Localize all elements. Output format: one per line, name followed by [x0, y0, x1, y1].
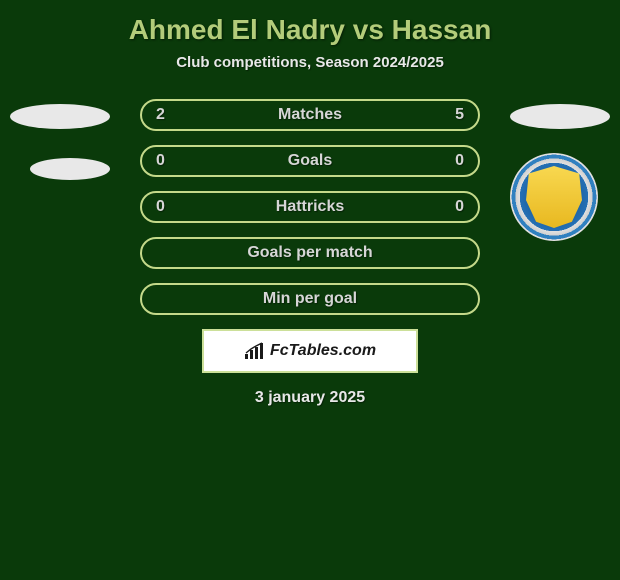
chart-icon: [244, 342, 266, 360]
stat-row-matches: 2 Matches 5: [140, 99, 480, 131]
brand-text: FcTables.com: [270, 342, 376, 360]
page-title: Ahmed El Nadry vs Hassan: [0, 0, 620, 54]
stat-label: Min per goal: [263, 290, 357, 308]
stat-left-value: 2: [156, 106, 176, 124]
stat-right-value: 5: [444, 106, 464, 124]
stat-label: Hattricks: [276, 198, 344, 216]
stats-rows: 2 Matches 5 0 Goals 0 0 Hattricks 0 Goal…: [140, 89, 480, 315]
stat-row-goals: 0 Goals 0: [140, 145, 480, 177]
player-left-avatar-placeholder: [10, 104, 110, 129]
stat-label: Matches: [278, 106, 342, 124]
stat-label: Goals per match: [247, 244, 372, 262]
stat-row-goals-per-match: Goals per match: [140, 237, 480, 269]
player-right-avatar-placeholder: [510, 104, 610, 129]
comparison-card: Ahmed El Nadry vs Hassan Club competitio…: [0, 0, 620, 407]
stat-label: Goals: [288, 152, 332, 170]
brand-box[interactable]: FcTables.com: [202, 329, 418, 373]
stat-right-value: 0: [444, 152, 464, 170]
subtitle: Club competitions, Season 2024/2025: [0, 54, 620, 89]
content-area: 2 Matches 5 0 Goals 0 0 Hattricks 0 Goal…: [0, 89, 620, 407]
stat-right-value: 0: [444, 198, 464, 216]
date-text: 3 january 2025: [0, 373, 620, 407]
player-left-club-placeholder: [30, 158, 110, 180]
stat-left-value: 0: [156, 152, 176, 170]
player-right-club-badge: [510, 153, 598, 241]
stat-left-value: 0: [156, 198, 176, 216]
stat-row-hattricks: 0 Hattricks 0: [140, 191, 480, 223]
stat-row-min-per-goal: Min per goal: [140, 283, 480, 315]
shield-icon: [526, 166, 582, 228]
